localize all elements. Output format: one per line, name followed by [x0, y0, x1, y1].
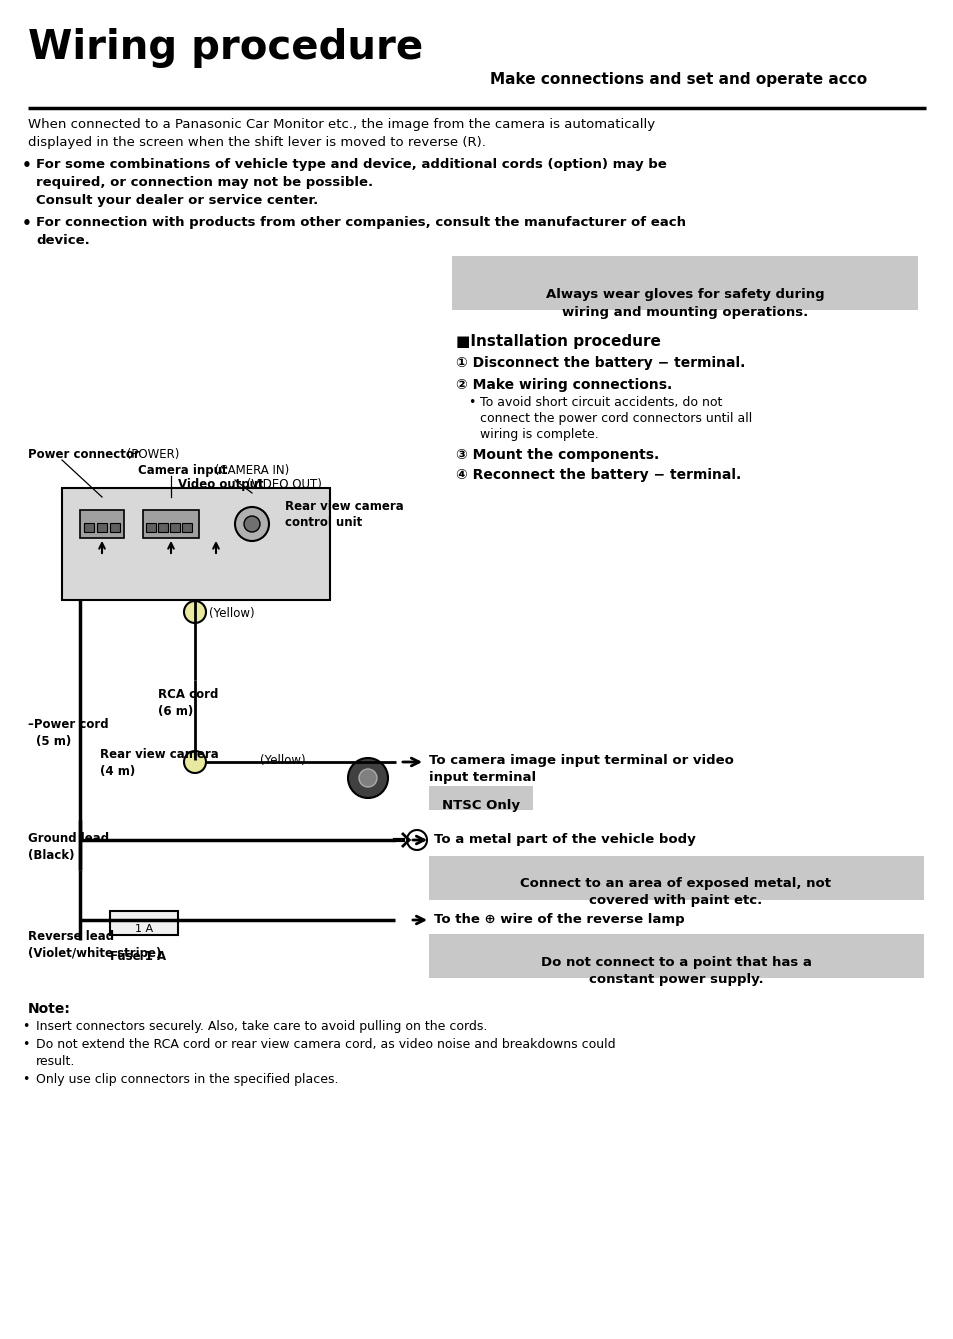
Text: 1 A: 1 A — [134, 924, 152, 935]
Text: Fuse 1 A: Fuse 1 A — [110, 949, 166, 963]
Text: To the ⊕ wire of the reverse lamp: To the ⊕ wire of the reverse lamp — [434, 913, 684, 927]
Text: –Power cord: –Power cord — [28, 718, 109, 731]
FancyBboxPatch shape — [143, 510, 199, 538]
Text: Ground lead: Ground lead — [28, 832, 109, 845]
Text: ④ Reconnect the battery − terminal.: ④ Reconnect the battery − terminal. — [456, 469, 740, 482]
Text: wiring and mounting operations.: wiring and mounting operations. — [561, 307, 807, 319]
Text: Power connector: Power connector — [28, 449, 139, 461]
Bar — [110, 911, 178, 935]
Text: (Yellow): (Yellow) — [260, 754, 305, 767]
Text: When connected to a Panasonic Car Monitor etc., the image from the camera is aut: When connected to a Panasonic Car Monito… — [28, 118, 655, 131]
Text: wiring is complete.: wiring is complete. — [479, 428, 598, 441]
Circle shape — [348, 758, 388, 798]
Text: (Violet/white stripe): (Violet/white stripe) — [28, 947, 161, 960]
Bar — [84, 524, 94, 532]
Text: •: • — [22, 1020, 30, 1032]
Text: (Yellow): (Yellow) — [209, 607, 254, 620]
Text: (6 m): (6 m) — [158, 706, 193, 718]
Text: To camera image input terminal or video: To camera image input terminal or video — [429, 754, 733, 767]
Text: •: • — [468, 396, 475, 408]
Text: •: • — [22, 158, 31, 173]
Text: input terminal: input terminal — [429, 771, 536, 785]
Text: Video output: Video output — [178, 478, 263, 491]
Text: For some combinations of vehicle type and device, additional cords (option) may : For some combinations of vehicle type an… — [36, 158, 666, 171]
Bar — [110, 524, 120, 532]
Text: ① Disconnect the battery − terminal.: ① Disconnect the battery − terminal. — [456, 356, 744, 370]
Text: Always wear gloves for safety during: Always wear gloves for safety during — [545, 288, 823, 301]
FancyBboxPatch shape — [429, 856, 923, 900]
Text: result.: result. — [36, 1055, 75, 1069]
Text: Make connections and set and operate acco: Make connections and set and operate acc… — [490, 72, 866, 87]
Text: ③ Mount the components.: ③ Mount the components. — [456, 449, 659, 462]
Text: (CAMERA IN): (CAMERA IN) — [211, 465, 289, 477]
Text: Camera input: Camera input — [138, 465, 227, 477]
Text: device.: device. — [36, 234, 90, 246]
Circle shape — [407, 830, 427, 850]
Circle shape — [244, 516, 260, 532]
Circle shape — [234, 507, 269, 541]
Text: Connect to an area of exposed metal, not: Connect to an area of exposed metal, not — [520, 877, 831, 890]
Text: Do not extend the RCA cord or rear view camera cord, as video noise and breakdow: Do not extend the RCA cord or rear view … — [36, 1038, 615, 1051]
Bar — [97, 524, 107, 532]
Text: •: • — [22, 1038, 30, 1051]
Text: control unit: control unit — [285, 516, 362, 529]
Text: constant power supply.: constant power supply. — [588, 973, 762, 986]
Text: NTSC Only: NTSC Only — [441, 799, 519, 811]
Text: For connection with products from other companies, consult the manufacturer of e: For connection with products from other … — [36, 216, 685, 229]
FancyBboxPatch shape — [429, 786, 533, 810]
FancyBboxPatch shape — [452, 256, 917, 311]
Text: •: • — [22, 1073, 30, 1086]
FancyBboxPatch shape — [62, 487, 330, 600]
Text: Only use clip connectors in the specified places.: Only use clip connectors in the specifie… — [36, 1073, 338, 1086]
Text: Rear view camera: Rear view camera — [285, 499, 403, 513]
FancyBboxPatch shape — [429, 935, 923, 977]
Text: Rear view camera: Rear view camera — [100, 749, 218, 761]
Bar — [170, 524, 180, 532]
Text: (Black): (Black) — [28, 849, 74, 862]
Text: Note:: Note: — [28, 1002, 71, 1016]
Text: ② Make wiring connections.: ② Make wiring connections. — [456, 378, 672, 392]
Text: Consult your dealer or service center.: Consult your dealer or service center. — [36, 194, 318, 208]
Text: Insert connectors securely. Also, take care to avoid pulling on the cords.: Insert connectors securely. Also, take c… — [36, 1020, 487, 1032]
Text: (VIDEO OUT): (VIDEO OUT) — [243, 478, 321, 491]
Text: ■Installation procedure: ■Installation procedure — [456, 333, 660, 349]
Bar — [182, 524, 192, 532]
Text: connect the power cord connectors until all: connect the power cord connectors until … — [479, 412, 752, 424]
Text: covered with paint etc.: covered with paint etc. — [589, 894, 761, 907]
Text: (POWER): (POWER) — [123, 449, 179, 461]
Circle shape — [358, 769, 376, 787]
Circle shape — [184, 601, 206, 623]
FancyBboxPatch shape — [80, 510, 124, 538]
Text: RCA cord: RCA cord — [158, 688, 218, 702]
Text: To a metal part of the vehicle body: To a metal part of the vehicle body — [434, 833, 695, 846]
Text: (5 m): (5 m) — [36, 735, 71, 749]
Text: required, or connection may not be possible.: required, or connection may not be possi… — [36, 175, 373, 189]
Text: To avoid short circuit accidents, do not: To avoid short circuit accidents, do not — [479, 396, 721, 408]
Text: (4 m): (4 m) — [100, 765, 135, 778]
Text: Wiring procedure: Wiring procedure — [28, 28, 423, 68]
Bar — [146, 524, 156, 532]
Bar — [158, 524, 168, 532]
Text: •: • — [22, 216, 31, 232]
Circle shape — [184, 751, 206, 773]
Text: Reverse lead: Reverse lead — [28, 931, 114, 943]
Text: displayed in the screen when the shift lever is moved to reverse (R).: displayed in the screen when the shift l… — [28, 137, 485, 149]
Text: Do not connect to a point that has a: Do not connect to a point that has a — [540, 956, 811, 969]
